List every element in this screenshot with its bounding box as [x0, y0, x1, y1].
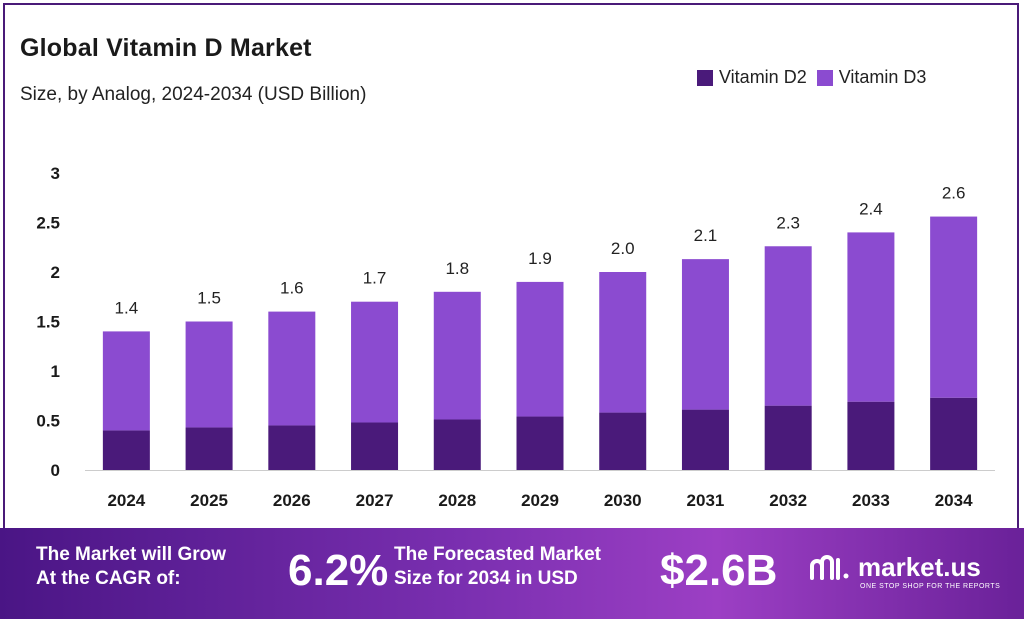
bar-vitamin-d2 [185, 427, 233, 470]
legend-swatch-d2 [697, 69, 713, 86]
bar-total-label: 1.4 [115, 298, 139, 317]
value-labels-group: 1.4 1.5 1.6 1.7 1.8 1.9 2.0 2.1 2.3 2.4 2.6 [115, 184, 966, 318]
bar-total-label: 2.1 [694, 226, 718, 245]
x-tick-label: 2029 [521, 491, 559, 510]
bar-vitamin-d3 [102, 331, 150, 431]
bar-vitamin-d2 [102, 430, 150, 470]
x-tick-label: 2031 [687, 491, 725, 510]
forecast-label-line2: Size for 2034 in USD [394, 568, 578, 589]
forecast-label-line1: The Forecasted Market [394, 544, 601, 565]
y-axis: 0 0.5 1 1.5 2 2.5 3 [36, 164, 60, 480]
chart-subtitle: Size, by Analog, 2024-2034 (USD Billion) [20, 84, 367, 105]
bar-vitamin-d2 [681, 409, 729, 470]
legend-swatch-d3 [816, 69, 833, 86]
x-tick-label: 2027 [356, 491, 394, 510]
cagr-label: The Market will Grow At the CAGR of: [36, 543, 276, 591]
legend-label-d2: Vitamin D2 [719, 67, 807, 87]
cagr-label-line2: At the CAGR of: [36, 568, 181, 589]
market-us-logo-icon [810, 555, 849, 580]
bar-vitamin-d2 [351, 422, 399, 470]
y-tick-label: 0 [51, 461, 60, 480]
y-tick-label: 2.5 [36, 214, 60, 233]
y-tick-label: 3 [51, 164, 60, 183]
summary-banner: The Market will Grow At the CAGR of: 6.2… [0, 528, 1024, 619]
bar-chart: 00.511.522.53 2024 2025 2026 2027 2028 2029 20… [36, 164, 995, 510]
bar-total-label: 1.8 [445, 259, 469, 278]
legend-label-d3: Vitamin D3 [838, 67, 927, 87]
x-tick-label: 2034 [935, 491, 973, 510]
bars-group [102, 216, 978, 470]
bar-total-label: 1.7 [363, 269, 387, 288]
bar-vitamin-d2 [268, 425, 316, 470]
bar-vitamin-d3 [681, 259, 729, 410]
bar-total-label: 1.6 [280, 279, 304, 298]
y-tick-label: 1 [51, 362, 60, 381]
bar-total-label: 2.0 [611, 239, 635, 258]
bar-vitamin-d3 [268, 311, 316, 426]
bar-total-label: 2.3 [776, 213, 800, 232]
y-tick-label: 2 [51, 263, 60, 282]
x-tick-label: 2025 [190, 491, 228, 510]
bar-total-label: 1.9 [528, 249, 552, 268]
bar-vitamin-d3 [930, 216, 978, 398]
bar-total-label: 2.6 [942, 184, 966, 203]
bar-vitamin-d3 [847, 232, 895, 402]
brand-logo[interactable]: market.us ONE STOP SHOP FOR THE REPORTS [808, 552, 1008, 592]
bar-vitamin-d3 [764, 246, 812, 406]
bar-vitamin-d2 [764, 405, 812, 470]
bar-vitamin-d2 [930, 397, 978, 470]
bar-vitamin-d3 [351, 301, 399, 423]
bar-vitamin-d2 [599, 412, 647, 470]
bar-vitamin-d3 [433, 291, 481, 420]
forecast-label: The Forecasted Market Size for 2034 in U… [394, 543, 654, 591]
x-tick-label: 2030 [604, 491, 642, 510]
forecast-value: $2.6B [660, 546, 778, 595]
x-tick-label: 2026 [273, 491, 311, 510]
chart-legend: Vitamin D2 Vitamin D3 [697, 67, 936, 88]
brand-name: market.us [858, 552, 981, 582]
legend-item-d3: Vitamin D3 [816, 67, 927, 88]
bar-vitamin-d2 [433, 419, 481, 470]
x-axis: 2024 2025 2026 2027 2028 2029 2030 2031 2032 2033… [85, 470, 995, 510]
y-tick-label: 1.5 [36, 313, 60, 332]
legend-item-d2: Vitamin D2 [697, 67, 807, 88]
bar-vitamin-d3 [599, 272, 647, 413]
brand-tagline: ONE STOP SHOP FOR THE REPORTS [860, 583, 1001, 590]
bar-vitamin-d2 [847, 401, 895, 470]
cagr-value: 6.2% [288, 546, 389, 595]
cagr-label-line1: The Market will Grow [36, 544, 227, 565]
bar-vitamin-d3 [516, 281, 564, 417]
bar-vitamin-d3 [185, 321, 233, 428]
bar-total-label: 1.5 [197, 289, 221, 308]
chart-title: Global Vitamin D Market [20, 34, 312, 62]
x-tick-label: 2028 [438, 491, 476, 510]
x-tick-label: 2024 [107, 491, 145, 510]
bar-vitamin-d2 [516, 416, 564, 470]
bar-total-label: 2.4 [859, 199, 883, 218]
x-tick-label: 2032 [769, 491, 807, 510]
y-tick-label: 0.5 [36, 412, 60, 431]
x-tick-label: 2033 [852, 491, 890, 510]
